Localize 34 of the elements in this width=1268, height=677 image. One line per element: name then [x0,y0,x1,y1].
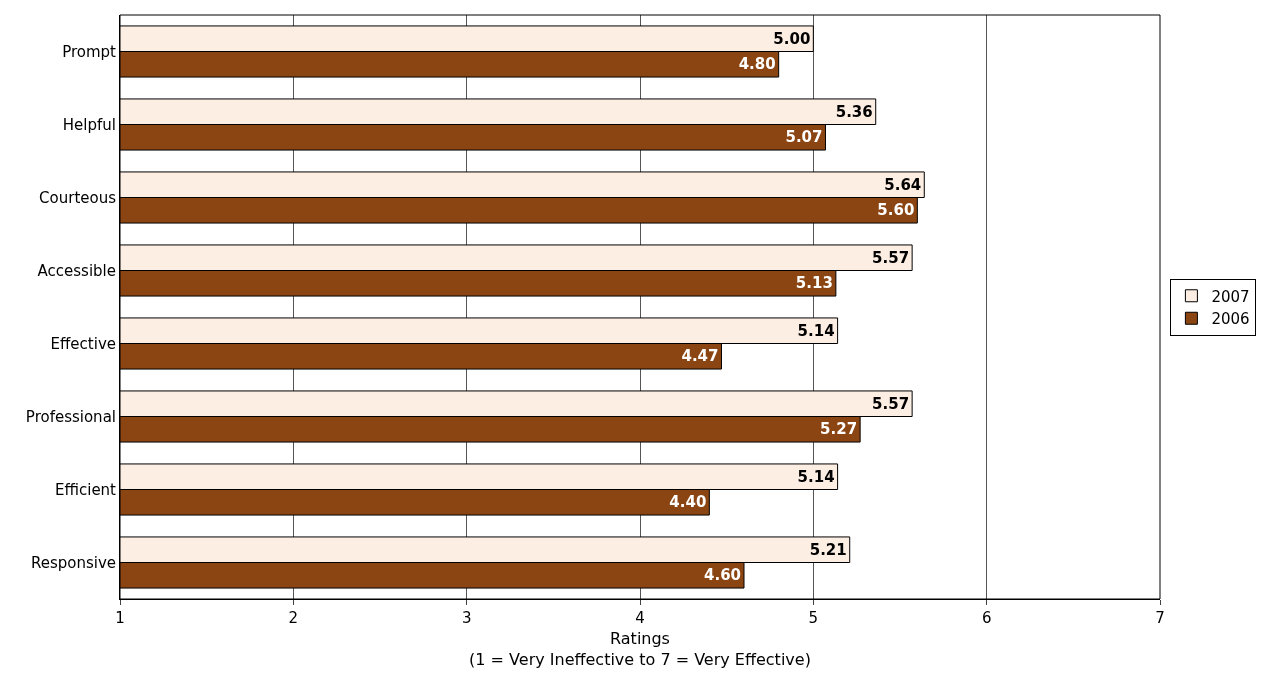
data-label: 5.27 [820,420,858,439]
data-label: 5.57 [872,248,910,267]
data-label: 5.14 [797,321,835,340]
y-tick-label: Helpful [62,115,116,134]
y-tick-label: Efficient [54,480,117,499]
data-label: 5.13 [795,274,833,293]
y-tick-label: Professional [25,407,116,426]
data-label: 4.40 [669,493,707,512]
y-tick-label: Accessible [37,261,116,280]
y-tick-label: Responsive [30,553,116,572]
data-label: 4.60 [703,566,741,585]
data-label: 5.21 [809,540,847,559]
y-tick-label: Courteous [39,188,117,207]
x-tick-label: 1 [115,609,125,627]
y-tick-label: Prompt [62,42,117,61]
data-label: 4.47 [681,347,719,366]
x-tick-label: 7 [1155,609,1165,627]
data-label: 5.00 [773,29,811,48]
x-tick-label: 4 [635,609,645,627]
data-label: 4.80 [738,55,776,74]
legend-label: 2006 [1211,310,1250,329]
x-tick-label: 6 [981,609,992,627]
data-label: 5.60 [877,201,915,220]
y-tick-label: Effective [50,334,116,353]
x-axis-title: Ratings (1 = Very Ineffective to 7 = Very Effective) [469,628,811,669]
data-label: 5.14 [797,467,835,486]
data-label: 5.07 [785,128,823,147]
data-label: 5.57 [872,394,910,413]
x-tick-label: 2 [288,609,299,627]
x-tick-label: 3 [461,609,472,627]
x-tick-label: 5 [808,609,819,627]
legend-label: 2007 [1211,287,1250,306]
data-label: 5.64 [884,175,922,194]
data-label: 5.36 [835,102,873,121]
